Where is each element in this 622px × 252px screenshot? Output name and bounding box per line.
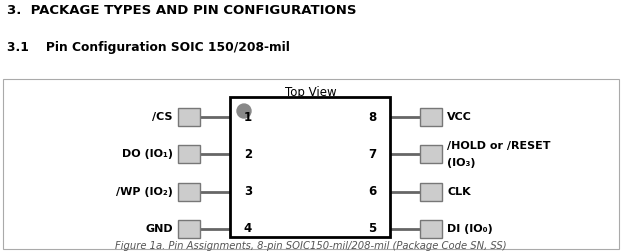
Bar	[178, 219, 200, 238]
Bar	[178, 145, 200, 163]
Text: GND: GND	[146, 224, 173, 234]
Text: 4: 4	[244, 222, 252, 235]
Bar	[420, 108, 442, 126]
Text: 6: 6	[368, 185, 376, 198]
Bar	[178, 108, 200, 126]
Text: /CS: /CS	[152, 112, 173, 122]
Text: 5: 5	[368, 222, 376, 235]
Text: Top View: Top View	[285, 86, 337, 99]
Circle shape	[237, 104, 251, 118]
Text: 3.1    Pin Configuration SOIC 150/208-mil: 3.1 Pin Configuration SOIC 150/208-mil	[7, 41, 290, 54]
Text: (IO₃): (IO₃)	[447, 159, 475, 168]
Text: 7: 7	[368, 148, 376, 161]
Bar	[230, 97, 390, 237]
Text: CLK: CLK	[447, 186, 471, 197]
Text: Figure 1a. Pin Assignments, 8-pin SOIC150-mil/208-mil (Package Code SN, SS): Figure 1a. Pin Assignments, 8-pin SOIC15…	[115, 241, 507, 251]
Bar	[420, 145, 442, 163]
Text: 3.  PACKAGE TYPES AND PIN CONFIGURATIONS: 3. PACKAGE TYPES AND PIN CONFIGURATIONS	[7, 4, 357, 17]
Text: 1: 1	[244, 111, 252, 124]
Text: 3: 3	[244, 185, 252, 198]
Text: DO (IO₁): DO (IO₁)	[122, 149, 173, 160]
Text: VCC: VCC	[447, 112, 472, 122]
Bar	[420, 182, 442, 201]
Text: /WP (IO₂): /WP (IO₂)	[116, 186, 173, 197]
Text: 2: 2	[244, 148, 252, 161]
Bar	[420, 219, 442, 238]
Text: 8: 8	[368, 111, 376, 124]
Text: /HOLD or /RESET: /HOLD or /RESET	[447, 141, 550, 151]
Bar	[178, 182, 200, 201]
Text: DI (IO₀): DI (IO₀)	[447, 224, 493, 234]
